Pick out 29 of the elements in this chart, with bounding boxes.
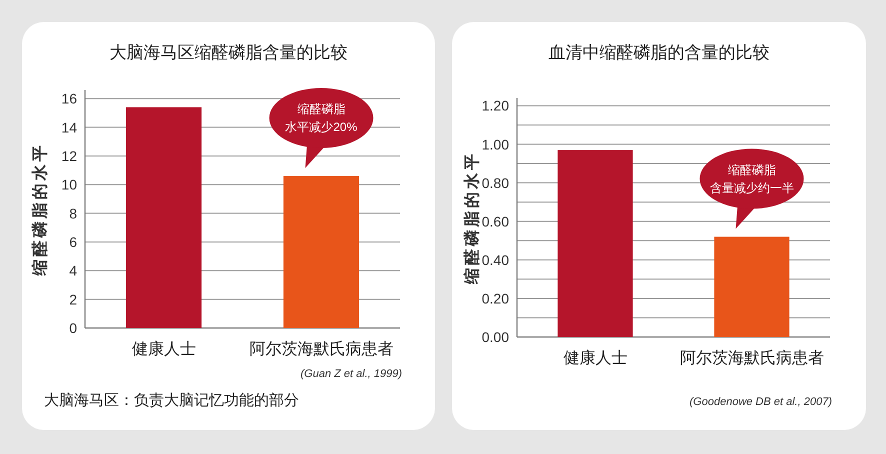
x-tick-label: 健康人士 bbox=[563, 349, 628, 367]
y-tick-label: 16 bbox=[61, 90, 78, 107]
y-tick-label: 0.60 bbox=[482, 213, 510, 230]
y-axis-title: 缩醛磷脂的水平 bbox=[463, 151, 481, 285]
y-axis-title: 缩醛磷脂的水平 bbox=[31, 142, 49, 276]
y-tick-label: 8 bbox=[69, 205, 78, 222]
y-tick-label: 0.00 bbox=[482, 329, 510, 345]
y-tick-label: 0.40 bbox=[482, 252, 510, 268]
annotation: 缩醛磷脂含量减少约一半 bbox=[710, 162, 794, 195]
text: (Guan Z et al., 1999) bbox=[300, 368, 402, 380]
x-tick-label: 阿尔茨海默氏病患者 bbox=[249, 340, 394, 358]
y-tick-label: 4 bbox=[69, 262, 78, 279]
y-tick-label: 12 bbox=[61, 148, 78, 164]
y-tick-label: 10 bbox=[61, 176, 78, 193]
y-tick-label: 0.80 bbox=[482, 174, 510, 191]
y-tick-label: 14 bbox=[61, 119, 78, 136]
chart-title: 大脑海马区缩醛磷脂含量的比较 bbox=[110, 43, 348, 62]
x-tick-label: 阿尔茨海默氏病患者 bbox=[680, 349, 824, 367]
x-tick-label: 健康人士 bbox=[132, 340, 196, 358]
y-tick-label: 1.20 bbox=[482, 98, 510, 114]
y-tick-label: 6 bbox=[69, 234, 78, 250]
y-tick-label: 0 bbox=[69, 320, 78, 336]
chart-title: 血清中缩醛磷脂的含量的比较 bbox=[548, 43, 770, 62]
annotation: 缩醛磷脂水平减少20% bbox=[285, 102, 358, 134]
y-tick-label: 0.20 bbox=[482, 290, 510, 306]
text: 大脑海马区：负责大脑记忆功能的部分 bbox=[44, 392, 299, 409]
y-tick-label: 2 bbox=[69, 291, 78, 308]
y-tick-label: 1.00 bbox=[482, 136, 510, 152]
text: (Goodenowe DB et al., 2007) bbox=[690, 396, 832, 408]
